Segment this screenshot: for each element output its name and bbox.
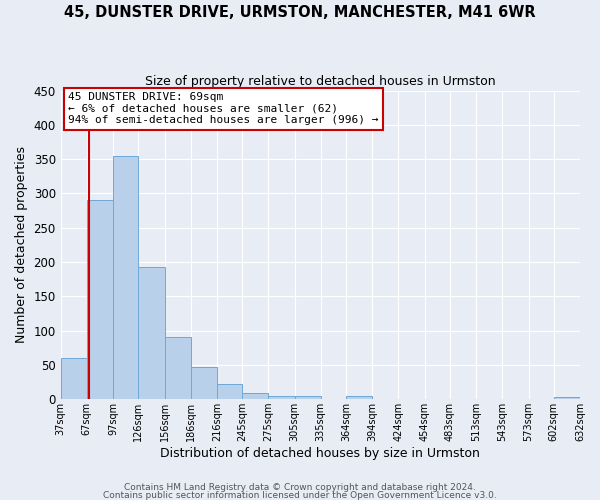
- Bar: [242, 393, 268, 399]
- Text: 45 DUNSTER DRIVE: 69sqm
← 6% of detached houses are smaller (62)
94% of semi-det: 45 DUNSTER DRIVE: 69sqm ← 6% of detached…: [68, 92, 379, 126]
- Text: Contains HM Land Registry data © Crown copyright and database right 2024.: Contains HM Land Registry data © Crown c…: [124, 484, 476, 492]
- Bar: [295, 396, 321, 399]
- Bar: [554, 397, 580, 399]
- Bar: [268, 396, 295, 399]
- Bar: [217, 384, 242, 399]
- Bar: [164, 338, 191, 399]
- Bar: [346, 396, 372, 399]
- Bar: [61, 358, 87, 399]
- Bar: [113, 156, 139, 399]
- Title: Size of property relative to detached houses in Urmston: Size of property relative to detached ho…: [145, 75, 496, 88]
- Y-axis label: Number of detached properties: Number of detached properties: [15, 146, 28, 344]
- Bar: [139, 268, 164, 399]
- Text: 45, DUNSTER DRIVE, URMSTON, MANCHESTER, M41 6WR: 45, DUNSTER DRIVE, URMSTON, MANCHESTER, …: [64, 5, 536, 20]
- Bar: [87, 200, 113, 399]
- Bar: [191, 367, 217, 399]
- Text: Contains public sector information licensed under the Open Government Licence v3: Contains public sector information licen…: [103, 490, 497, 500]
- X-axis label: Distribution of detached houses by size in Urmston: Distribution of detached houses by size …: [160, 447, 480, 460]
